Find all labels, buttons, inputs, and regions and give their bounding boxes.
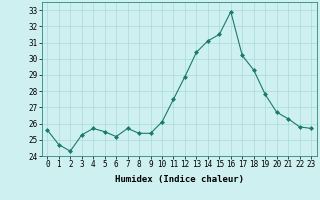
X-axis label: Humidex (Indice chaleur): Humidex (Indice chaleur) [115, 175, 244, 184]
